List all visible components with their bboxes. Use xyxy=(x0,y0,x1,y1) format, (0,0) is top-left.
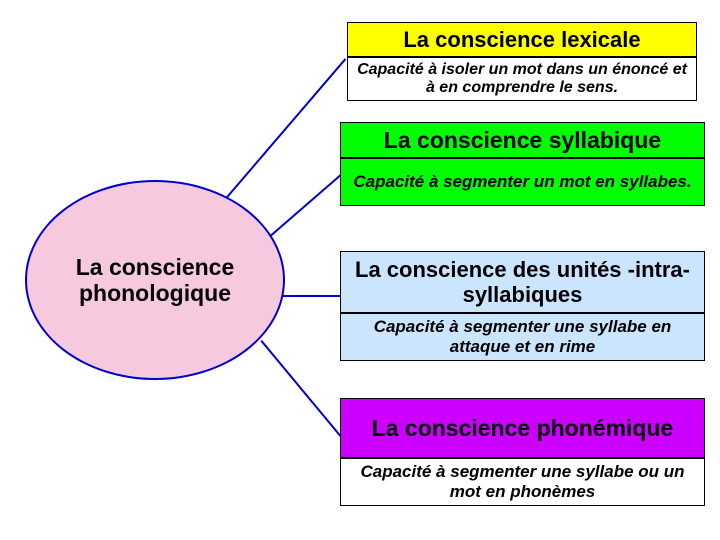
connector-3 xyxy=(282,295,345,297)
box-intra-title-text: La conscience des unités -intra-syllabiq… xyxy=(349,257,696,308)
box-syllabique-desc: Capacité à segmenter un mot en syllabes. xyxy=(340,158,705,206)
box-syllabique-title: La conscience syllabique xyxy=(340,122,705,158)
box-lexicale-title: La conscience lexicale xyxy=(347,22,697,57)
box-intra-desc-text: Capacité à segmenter une syllabe en atta… xyxy=(349,317,696,356)
connector-4 xyxy=(260,340,345,441)
connector-2 xyxy=(270,170,346,237)
box-phonemique-title-text: La conscience phonémique xyxy=(372,415,674,441)
central-node: La conscience phonologique xyxy=(25,180,285,380)
central-node-label: La conscience phonologique xyxy=(27,254,283,307)
connector-1 xyxy=(225,58,347,199)
box-syllabique-desc-text: Capacité à segmenter un mot en syllabes. xyxy=(353,172,691,192)
diagram-stage: La conscience phonologique La conscience… xyxy=(0,0,720,540)
box-lexicale-title-text: La conscience lexicale xyxy=(403,27,640,52)
box-lexicale-desc-text: Capacité à isoler un mot dans un énoncé … xyxy=(356,61,688,98)
box-phonemique-desc: Capacité à segmenter une syllabe ou un m… xyxy=(340,458,705,506)
box-phonemique-title: La conscience phonémique xyxy=(340,398,705,458)
box-intra-desc: Capacité à segmenter une syllabe en atta… xyxy=(340,313,705,361)
box-syllabique-title-text: La conscience syllabique xyxy=(384,127,661,153)
box-lexicale-desc: Capacité à isoler un mot dans un énoncé … xyxy=(347,57,697,101)
box-phonemique-desc-text: Capacité à segmenter une syllabe ou un m… xyxy=(349,462,696,501)
box-intra-title: La conscience des unités -intra-syllabiq… xyxy=(340,251,705,313)
